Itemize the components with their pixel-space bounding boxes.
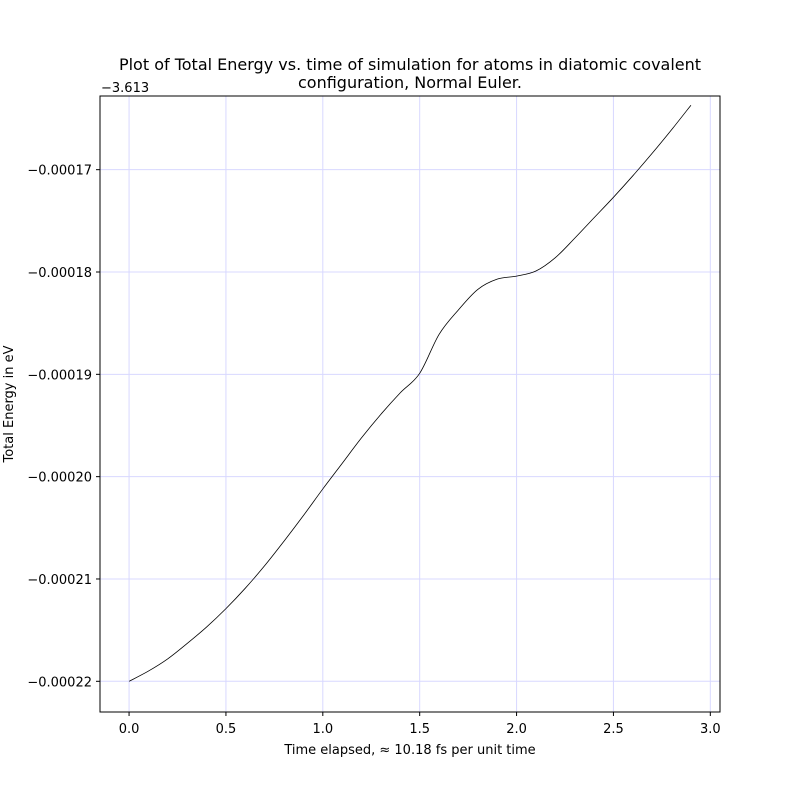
x-tick-label: 0.0 — [119, 722, 140, 737]
y-tick-label: −0.00017 — [27, 164, 92, 179]
x-tick-label: 1.0 — [312, 722, 333, 737]
x-tick-label: 0.5 — [216, 722, 237, 737]
x-tick-label: 2.0 — [506, 722, 527, 737]
y-tick-label: −0.00020 — [27, 471, 92, 486]
y-axis: −0.00022 −0.00021 −0.00020 −0.00019 −0.00018… — [27, 164, 100, 690]
chart-title-line-2: configuration, Normal Euler. — [298, 73, 522, 92]
x-axis: 0.0 0.5 1.0 1.5 2.0 2.5 3.0 — [119, 712, 721, 737]
y-tick-label: −0.00021 — [27, 573, 92, 588]
grid — [100, 96, 720, 712]
x-tick-label: 2.5 — [603, 722, 624, 737]
y-tick-label: −0.00018 — [27, 266, 92, 281]
series — [128, 104, 692, 682]
x-tick-label: 3.0 — [700, 722, 721, 737]
y-offset-label: −3.613 — [101, 81, 149, 96]
chart-title-line-1: Plot of Total Energy vs. time of simulat… — [119, 55, 701, 74]
y-tick-label: −0.00019 — [27, 368, 92, 383]
y-tick-label: −0.00022 — [27, 675, 92, 690]
x-tick-label: 1.5 — [409, 722, 430, 737]
y-axis-label: Total Energy in eV — [2, 345, 17, 463]
energy-line — [128, 104, 692, 682]
x-axis-label: Time elapsed, ≈ 10.18 fs per unit time — [283, 743, 535, 758]
plot-frame — [99, 95, 721, 713]
